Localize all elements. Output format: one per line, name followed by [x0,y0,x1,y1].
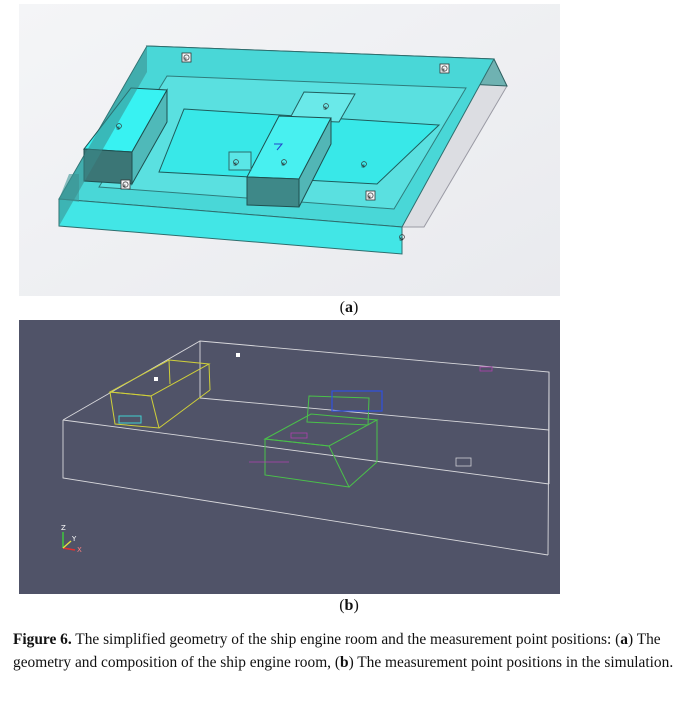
measurement-marker: ⑦ [441,68,446,74]
measurement-marker: ⑧ [361,164,366,170]
panel-b-label: (b) [339,597,359,614]
measurement-marker: ① [183,57,188,63]
measurement-marker: ③ [323,106,327,112]
measurement-marker: ⑩ [399,237,404,243]
measurement-marker: ⑥ [281,162,286,168]
axis-y-label: Y [71,535,77,543]
measurement-marker: ⑨ [367,195,371,201]
measurement-marker: ④ [122,184,127,190]
engine-room-geometry-image: ⑩ ⑦ ⑨ ④ ② ③ ⑤ ⑥ ⑧ ① [19,4,560,296]
axis-triad: Z Y X [61,524,82,554]
axis-x-label: X [77,546,82,554]
figure-label: Figure 6. [13,631,72,648]
figure-caption: Figure 6. The simplified geometry of the… [13,631,674,671]
measurement-positions-image: Z Y X [19,320,560,594]
measurement-marker: ② [116,126,121,132]
panel-a-label: (a) [339,299,359,316]
axis-z-label: Z [61,524,66,532]
measurement-marker: ⑤ [233,162,237,168]
figure-panel-b: Z Y X [19,320,560,594]
figure-panel-a: ⑩ ⑦ ⑨ ④ ② ③ ⑤ ⑥ ⑧ ① [19,4,560,296]
